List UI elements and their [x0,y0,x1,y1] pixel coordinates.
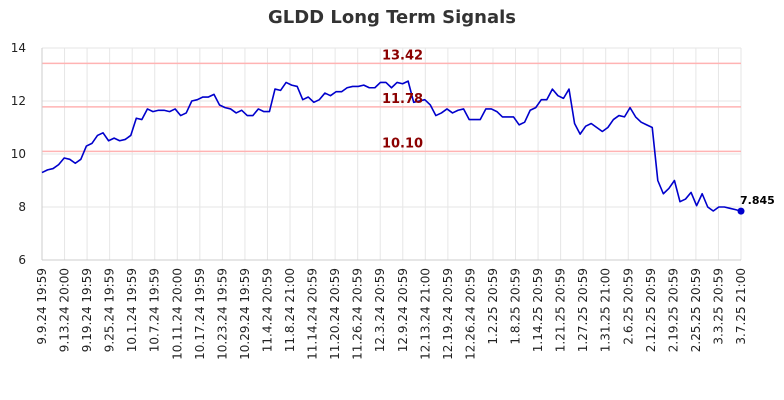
y-tick-label: 6 [18,253,26,267]
x-tick-label: 1.27.25 20:59 [576,268,590,352]
reference-lines [42,62,741,153]
reference-line-label: 13.42 [382,48,423,63]
x-tick-label: 2.25.25 20:59 [689,268,703,352]
x-tick-label: 10.17.24 19:59 [193,268,207,360]
x-tick-label: 2.6.25 20:59 [621,268,635,345]
y-tick-label: 8 [18,200,26,214]
axes: 6 8 10 12 14 9.9.24 19:59 9.13.24 20:00 9.19.24… [11,41,748,360]
reference-line-label: 11.78 [382,92,423,107]
x-tick-label: 9.9.24 19:59 [35,268,49,345]
x-tick-label: 3.7.25 21:00 [734,268,748,345]
x-tick-label: 2.19.25 20:59 [666,268,680,352]
x-tick-label: 1.21.25 20:59 [554,268,568,352]
x-tick-label: 12.3.24 20:59 [373,268,387,352]
x-tick-label: 11.4.24 20:59 [260,268,274,352]
x-tick-label: 11.8.24 21:00 [283,268,297,352]
labels: 13.42 11.78 10.10 7.845 [382,48,775,207]
y-tick-label: 14 [11,41,26,55]
x-tick-label: 10.7.24 19:59 [148,268,162,352]
x-tick-label: 9.19.24 19:59 [80,268,94,352]
x-tick-label: 12.9.24 20:59 [396,268,410,352]
chart-title: GLDD Long Term Signals [267,7,517,28]
x-tick-label: 10.1.24 19:59 [125,268,139,352]
grid [41,47,742,261]
x-tick-label: 1.2.25 20:59 [486,268,500,345]
x-tick-label: 1.31.25 21:00 [599,268,613,352]
series-line [41,80,742,212]
x-tick-label: 10.23.24 19:59 [215,268,229,360]
reference-line-label: 10.10 [382,136,423,151]
x-tick-label: 9.13.24 20:00 [58,268,72,352]
x-tick-label: 12.13.24 21:00 [418,268,432,360]
y-tick-label: 12 [11,94,26,108]
x-tick-label: 1.8.25 20:59 [509,268,523,345]
x-tick-label: 11.14.24 20:59 [306,268,320,360]
x-tick-label: 12.19.24 20:59 [441,268,455,360]
x-tick-label: 11.26.24 20:59 [351,268,365,360]
x-tick-label: 10.11.24 20:00 [170,268,184,360]
x-tick-label: 3.3.25 20:59 [711,268,725,345]
x-tick-label: 1.14.25 20:59 [531,268,545,352]
series [41,80,745,215]
x-tick-label: 9.25.24 19:59 [103,268,117,352]
x-tick-label: 12.26.24 20:59 [463,268,477,360]
x-tick-label: 11.20.24 20:59 [328,268,342,360]
last-value-label: 7.845 [740,194,775,207]
y-tick-label: 10 [11,147,26,161]
x-tick-label: 2.12.25 20:59 [644,268,658,352]
last-point-marker [737,207,745,215]
x-tick-label: 10.29.24 19:59 [238,268,252,360]
